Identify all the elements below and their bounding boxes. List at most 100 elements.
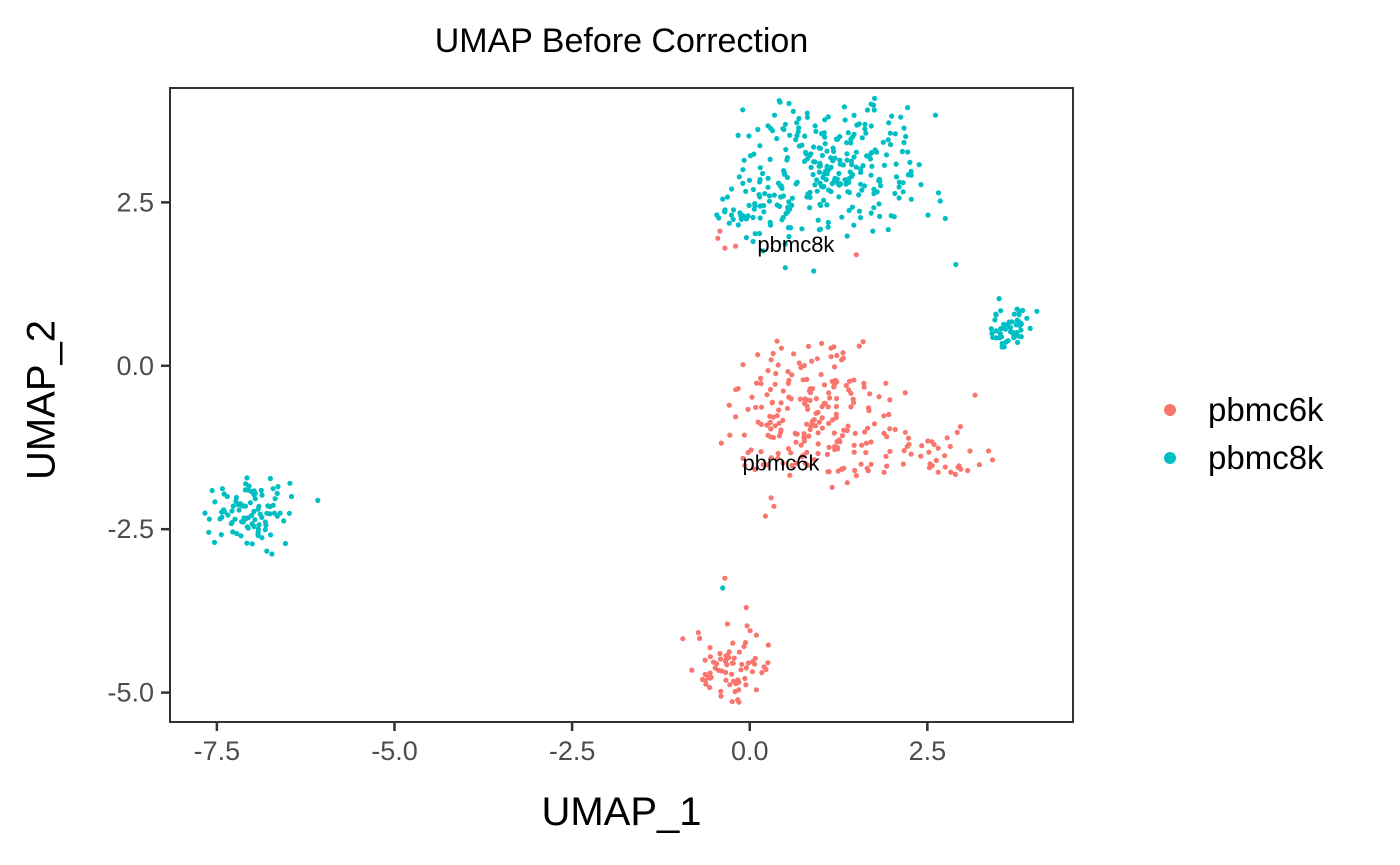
data-point <box>839 433 846 439</box>
data-point <box>871 205 877 211</box>
data-point <box>814 188 820 194</box>
data-point <box>784 405 791 411</box>
data-point <box>810 172 816 178</box>
data-point <box>956 463 962 469</box>
data-point <box>868 101 874 107</box>
data-point <box>804 421 810 427</box>
data-point <box>767 419 774 425</box>
data-point <box>755 352 761 358</box>
data-point <box>883 453 889 459</box>
data-point <box>1024 315 1030 321</box>
data-point <box>256 503 262 509</box>
data-point <box>826 390 832 396</box>
data-point <box>742 462 748 468</box>
data-point <box>822 400 828 406</box>
data-point <box>766 198 773 204</box>
data-point <box>905 172 912 178</box>
data-point <box>786 100 792 107</box>
cluster-label: pbmc6k <box>742 451 820 476</box>
data-point <box>757 143 763 149</box>
data-point <box>860 163 866 169</box>
data-point <box>809 358 815 364</box>
data-point <box>888 213 894 219</box>
data-point <box>735 677 741 683</box>
data-point <box>780 388 786 394</box>
data-point <box>1020 307 1026 314</box>
data-point <box>770 350 776 357</box>
data-point <box>765 462 771 468</box>
data-point <box>851 442 857 448</box>
data-point <box>258 487 264 493</box>
data-point <box>907 159 913 165</box>
data-point <box>757 176 763 183</box>
data-point <box>816 419 822 425</box>
data-point <box>245 487 251 493</box>
data-point <box>232 516 238 522</box>
data-point <box>861 384 867 390</box>
data-point <box>881 469 887 475</box>
data-point <box>868 172 874 178</box>
data-point <box>782 121 789 127</box>
data-point <box>796 125 802 131</box>
data-point <box>750 238 756 245</box>
data-point <box>993 328 999 334</box>
data-point <box>896 184 902 190</box>
data-point <box>804 114 811 120</box>
data-point <box>768 426 774 432</box>
data-point <box>758 375 764 381</box>
data-point <box>234 531 240 537</box>
data-point <box>741 157 747 163</box>
data-point <box>889 113 895 119</box>
data-point <box>860 339 866 345</box>
data-point <box>707 684 713 691</box>
data-point <box>819 340 825 346</box>
data-point <box>861 380 867 386</box>
data-point <box>883 152 890 158</box>
data-point <box>755 126 761 133</box>
data-point <box>753 632 760 638</box>
data-point <box>843 382 849 389</box>
data-point <box>731 655 737 661</box>
data-point <box>986 448 992 454</box>
data-point <box>758 449 764 455</box>
data-point <box>230 529 236 535</box>
data-point <box>867 156 874 162</box>
data-point <box>798 442 804 448</box>
data-point <box>202 510 208 516</box>
data-point <box>723 677 729 683</box>
data-point <box>752 466 758 472</box>
data-point <box>908 196 914 202</box>
data-point <box>898 114 904 120</box>
data-point <box>853 252 859 258</box>
data-point <box>908 451 914 457</box>
data-point <box>845 423 851 429</box>
data-point <box>784 174 791 181</box>
data-point <box>824 164 830 171</box>
data-point <box>779 217 785 223</box>
data-point <box>805 343 812 349</box>
y-tick-label: 2.5 <box>116 187 154 217</box>
data-point <box>244 524 250 530</box>
data-point <box>764 392 770 398</box>
data-point <box>900 189 906 195</box>
data-point <box>787 132 793 138</box>
data-point <box>784 157 790 163</box>
data-point <box>717 228 723 234</box>
data-point <box>849 204 856 210</box>
data-point <box>768 434 774 440</box>
data-point <box>816 163 822 169</box>
data-point <box>742 675 748 682</box>
data-point <box>801 436 808 442</box>
data-point <box>887 448 893 454</box>
data-point <box>757 215 763 221</box>
data-point <box>886 411 892 418</box>
data-point <box>785 204 791 210</box>
data-point <box>796 115 802 122</box>
data-point <box>804 110 810 116</box>
y-axis-title: UMAP_2 <box>19 319 64 481</box>
data-point <box>249 541 255 547</box>
data-point <box>787 472 793 478</box>
data-point <box>819 415 825 421</box>
data-point <box>769 128 776 134</box>
data-point <box>1014 317 1020 323</box>
